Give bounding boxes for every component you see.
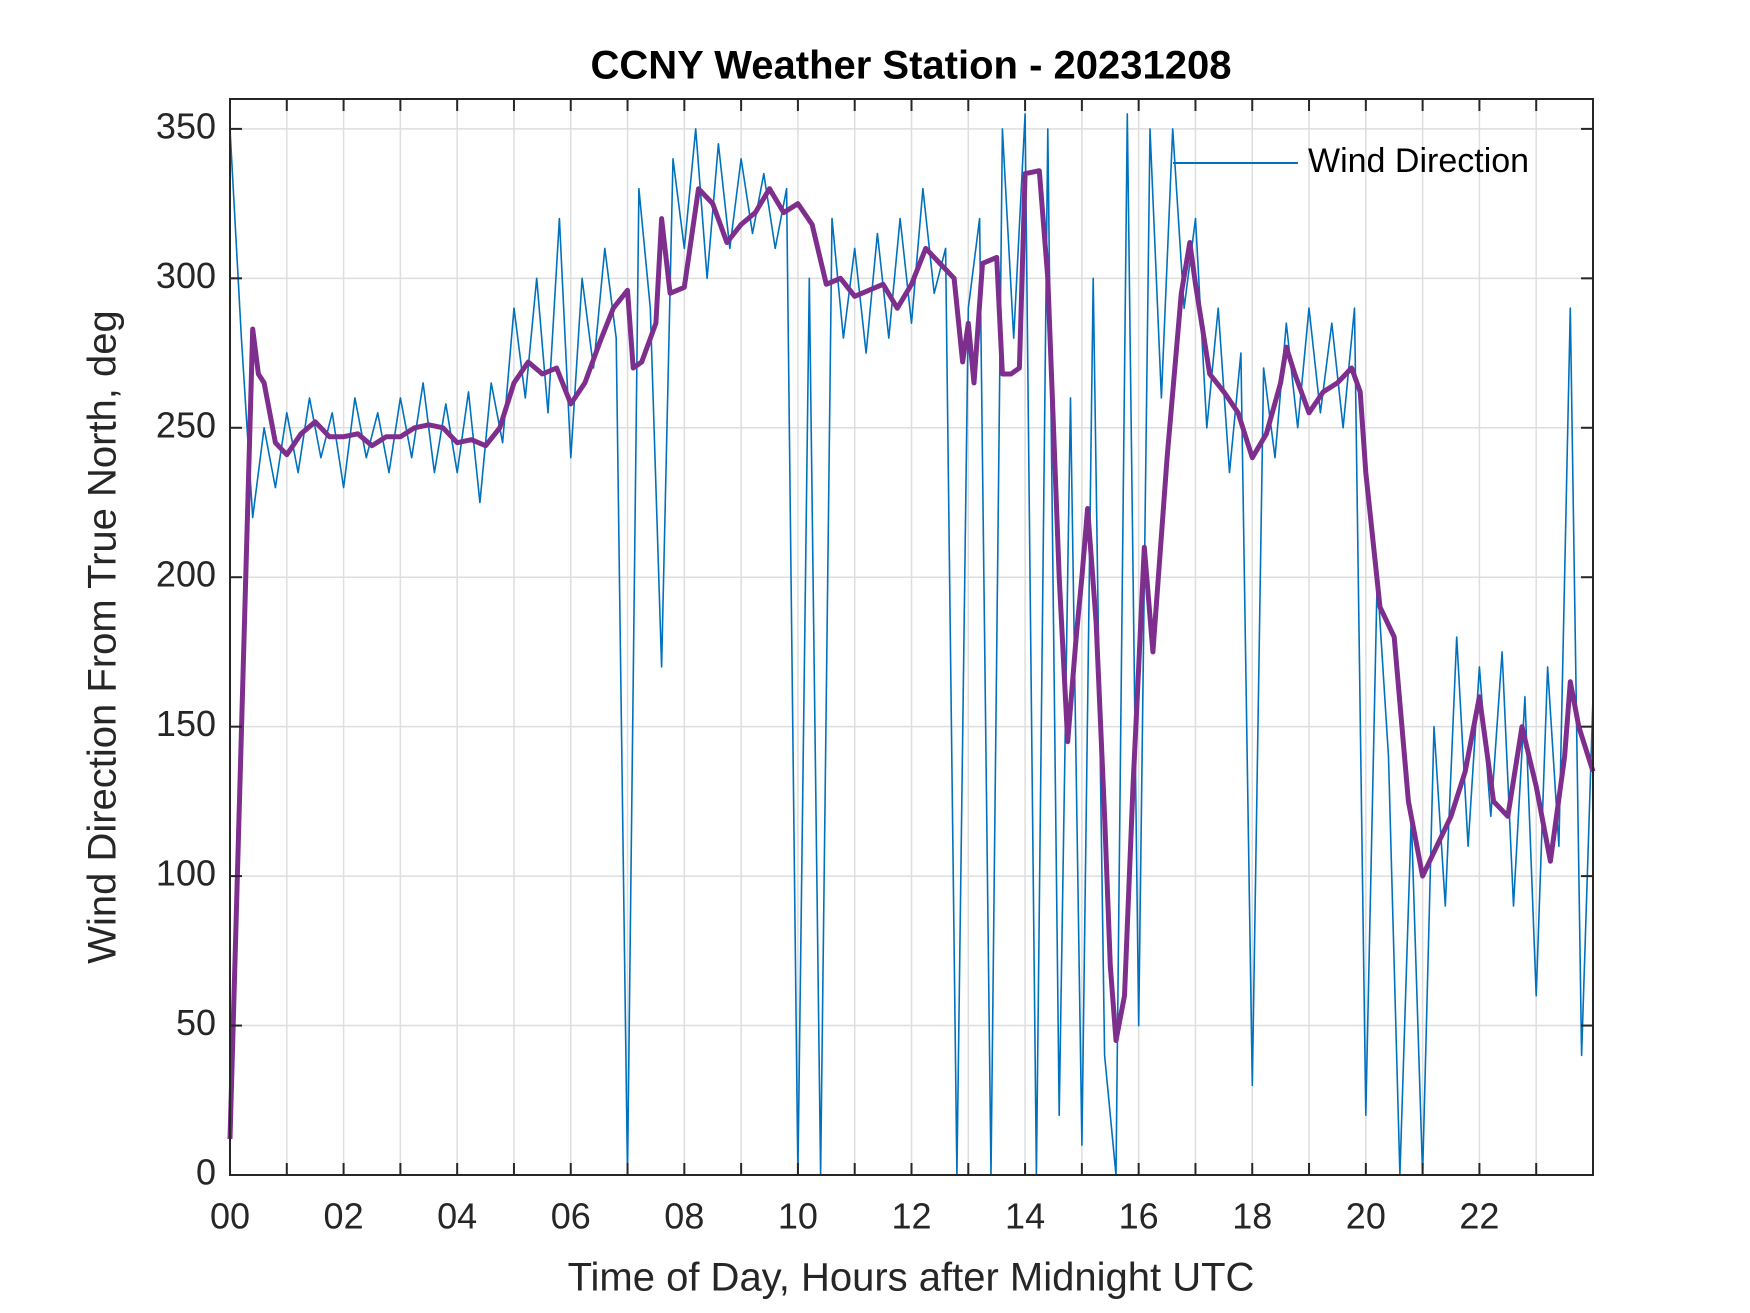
x-tick-label: 08 xyxy=(664,1196,704,1237)
x-axis-label: Time of Day, Hours after Midnight UTC xyxy=(568,1256,1255,1300)
legend-label: Wind Direction xyxy=(1308,142,1529,180)
x-tick-label: 06 xyxy=(551,1196,591,1237)
y-tick-label: 150 xyxy=(156,703,216,744)
x-tick-label: 02 xyxy=(324,1196,364,1237)
y-tick-label: 100 xyxy=(156,853,216,894)
x-tick-label: 20 xyxy=(1346,1196,1386,1237)
x-tick-label: 16 xyxy=(1119,1196,1159,1237)
x-tick-label: 14 xyxy=(1005,1196,1045,1237)
y-tick-label: 50 xyxy=(176,1002,216,1043)
y-tick-label: 0 xyxy=(196,1152,216,1193)
y-tick-label: 300 xyxy=(156,255,216,296)
x-tick-label: 00 xyxy=(210,1196,250,1237)
x-tick-label: 04 xyxy=(437,1196,477,1237)
x-tick-label: 12 xyxy=(891,1196,931,1237)
y-axis-label: Wind Direction From True North, deg xyxy=(81,310,125,964)
y-tick-label: 250 xyxy=(156,404,216,445)
y-tick-label: 350 xyxy=(156,105,216,146)
y-tick-label: 200 xyxy=(156,554,216,595)
data-line xyxy=(229,113,1594,1176)
x-tick-label: 18 xyxy=(1232,1196,1272,1237)
chart-title: CCNY Weather Station - 20231208 xyxy=(591,44,1232,88)
x-tick-label: 22 xyxy=(1459,1196,1499,1237)
x-tick-label: 10 xyxy=(778,1196,818,1237)
data-line xyxy=(227,168,1596,1140)
